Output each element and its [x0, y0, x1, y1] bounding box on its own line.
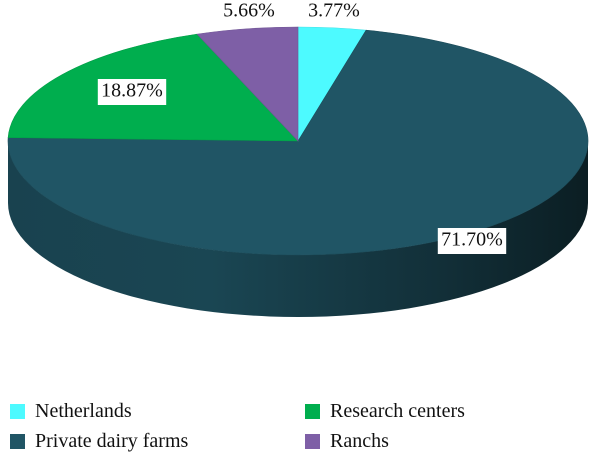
legend-label-netherlands: Netherlands — [35, 400, 132, 422]
data-label-private-dairy-farms: 71.70% — [437, 228, 507, 254]
legend: Netherlands Research centers Private dai… — [0, 400, 600, 458]
data-label-text-ranchs: 5.66% — [223, 0, 275, 22]
data-label-text-research-centers: 18.87% — [101, 80, 163, 102]
legend-label-research-centers: Research centers — [330, 400, 465, 422]
legend-swatch-research-centers — [305, 404, 320, 419]
pie-side-private-dairy-farms — [8, 141, 588, 317]
legend-swatch-private-dairy-farms — [10, 434, 25, 449]
legend-label-private-dairy-farms: Private dairy farms — [35, 430, 189, 452]
pie-slice-ranchs — [196, 26, 299, 142]
legend-label-ranchs: Ranchs — [330, 430, 389, 452]
data-label-netherlands: 3.77% — [308, 0, 360, 22]
legend-item-ranchs: Ranchs — [305, 430, 389, 453]
legend-item-netherlands: Netherlands — [10, 400, 132, 423]
legend-item-research-centers: Research centers — [305, 400, 465, 423]
data-label-text-private-dairy-farms: 71.70% — [441, 229, 503, 251]
data-labels: 3.77% 71.70% 18.87% 5.66% — [97, 0, 507, 254]
pie-side-faces — [8, 141, 588, 317]
data-label-ranchs: 5.66% — [223, 0, 275, 22]
data-label-research-centers: 18.87% — [97, 79, 167, 105]
legend-swatch-netherlands — [10, 404, 25, 419]
data-label-text-netherlands: 3.77% — [308, 0, 360, 22]
data-label-box-private-dairy-farms — [437, 228, 507, 254]
pie-top-faces — [7, 26, 589, 256]
legend-item-private-dairy-farms: Private dairy farms — [10, 430, 188, 453]
legend-swatch-ranchs — [305, 434, 320, 449]
data-label-box-research-centers — [97, 79, 167, 105]
